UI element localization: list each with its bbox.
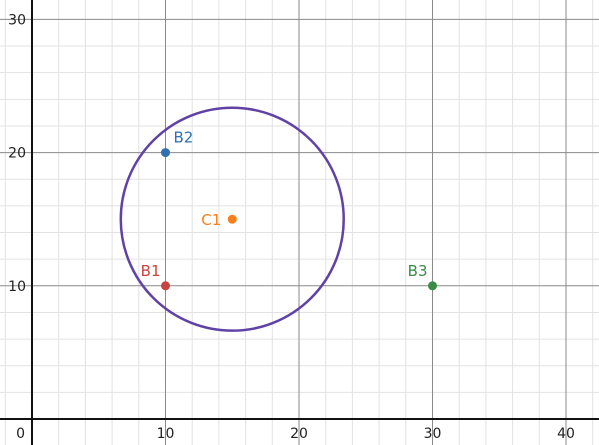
circle-curve[interactable]	[119, 106, 345, 332]
y-tick-label: 30	[8, 12, 26, 28]
point-label-c1: C1	[201, 211, 221, 229]
tick-labels: 0 10 20 30 40 10 20 30	[8, 12, 575, 442]
x-tick-label: 20	[290, 426, 308, 442]
point-b2[interactable]	[161, 148, 170, 158]
point-c1[interactable]	[227, 214, 237, 224]
point-label-b1: B1	[141, 262, 161, 280]
point-b1[interactable]	[161, 281, 170, 291]
point-label-b2: B2	[174, 129, 194, 147]
x-tick-label: 40	[557, 426, 575, 442]
x-tick-label: 30	[424, 426, 442, 442]
y-tick-label: 10	[8, 279, 26, 295]
y-tick-label: 20	[8, 146, 26, 162]
x-tick-label: 0	[16, 426, 25, 442]
curves	[119, 106, 345, 332]
point-b3[interactable]	[428, 281, 437, 291]
point-label-b3: B3	[408, 262, 428, 280]
points: B1 B2 C1 B3	[141, 129, 437, 291]
x-tick-label: 10	[157, 426, 175, 442]
